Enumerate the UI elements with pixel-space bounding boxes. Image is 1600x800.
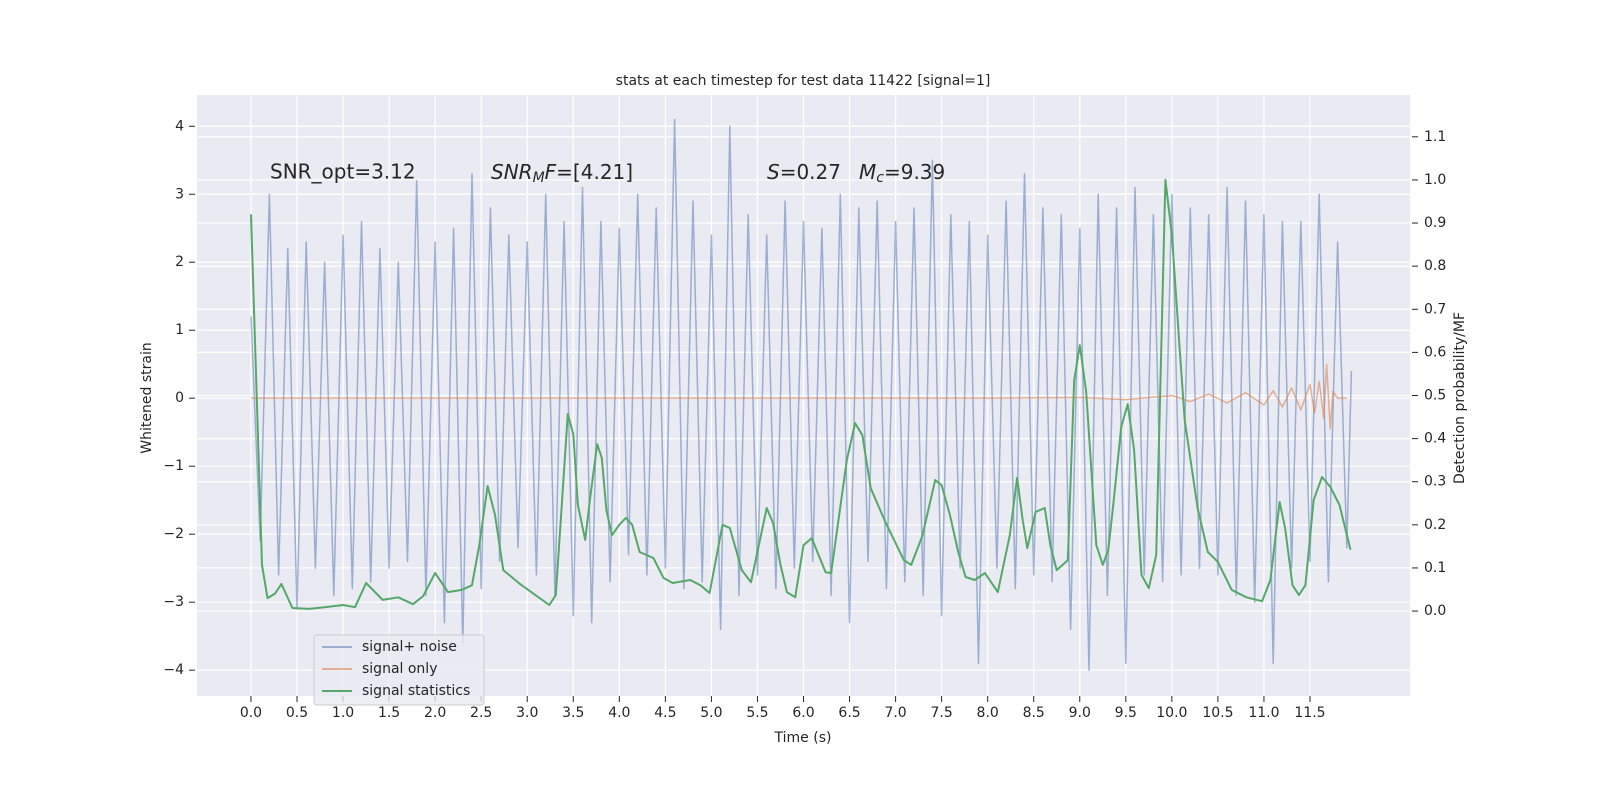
x-tick-label: 7.5 [931, 705, 953, 721]
y2-tick-label: 0.7 [1424, 301, 1446, 317]
x-tick-label: 6.0 [792, 705, 814, 721]
legend-label: signal statistics [362, 683, 470, 699]
x-tick-label: 6.5 [838, 705, 860, 721]
marks [250, 118, 1353, 671]
annotation-part: SNR [491, 160, 533, 184]
y-tick-label: 4 [175, 118, 184, 134]
annotation-part: c [876, 170, 884, 186]
legend-label: signal+ noise [362, 639, 457, 655]
x-tick-label: 1.5 [378, 705, 400, 721]
series-line [251, 363, 1347, 430]
series-line [250, 178, 1352, 610]
y-axis-label: Whitened strain [139, 342, 155, 453]
x-tick-label: 5.5 [746, 705, 768, 721]
x-tick-label: 9.0 [1069, 705, 1091, 721]
y-tick-label: −2 [163, 526, 184, 542]
y-tick-label: −1 [163, 458, 184, 474]
labels: 0.0 0.5 1.0 1.5 2.0 2.5 3.0 3.5 4.0 4.5 5.0 5.5 6.0 6… [163, 118, 1446, 721]
x-tick-label: 1.0 [332, 705, 354, 721]
annotation: SNRMF=[4.21] [491, 160, 633, 187]
y-tick-label: 2 [175, 254, 184, 270]
annotation-part: =[4.21] [556, 160, 633, 184]
y-tick-label: 0 [175, 390, 184, 406]
x-tick-label: 9.5 [1115, 705, 1137, 721]
x-tick-label: 8.5 [1023, 705, 1045, 721]
annotation: Mc=9.39 [859, 160, 945, 187]
y2-tick-label: 0.9 [1424, 215, 1446, 231]
x-tick-label: 11.0 [1248, 705, 1279, 721]
y2-tick-label: 0.8 [1424, 258, 1446, 274]
y2-tick-label: 0.6 [1424, 344, 1446, 360]
annotation-part: S [767, 160, 780, 184]
annotation-part: M [859, 160, 876, 184]
y2-tick-label: 0.2 [1424, 517, 1446, 533]
x-tick-label: 0.0 [240, 705, 262, 721]
y2-tick-label: 1.1 [1424, 129, 1446, 145]
annotation-part: =9.39 [884, 160, 945, 184]
legend-box [313, 634, 485, 706]
y-tick-label: 1 [175, 322, 184, 338]
annotation-part: M [533, 170, 545, 186]
y2-tick-label: 0.3 [1424, 474, 1446, 490]
x-tick-label: 10.5 [1202, 705, 1233, 721]
y2-tick-label: 1.0 [1424, 172, 1446, 188]
x-tick-label: 4.5 [654, 705, 676, 721]
x-tick-label: 11.5 [1294, 705, 1325, 721]
x-tick-label: 5.0 [700, 705, 722, 721]
y2-tick-label: 0.4 [1424, 431, 1446, 447]
annotation-part: F [545, 160, 557, 184]
x-tick-label: 2.0 [424, 705, 446, 721]
x-tick-label: 7.0 [884, 705, 906, 721]
series-line [250, 118, 1353, 671]
x-tick-label: 8.0 [977, 705, 999, 721]
annotation: S=0.27 [767, 160, 841, 184]
y2-axis-label: Detection probability/MF [1452, 312, 1468, 484]
x-tick-label: 4.0 [608, 705, 630, 721]
legend: signal+ noise signal only signal statistic… [313, 634, 485, 706]
y-tick-label: −4 [163, 662, 184, 678]
x-axis-label: Time (s) [774, 730, 832, 746]
x-tick-label: 0.5 [286, 705, 308, 721]
annotation: SNR_opt=3.12 [270, 160, 416, 184]
annotation-part: =0.27 [780, 160, 841, 184]
legend-label: signal only [362, 661, 437, 677]
x-tick-label: 3.5 [562, 705, 584, 721]
y2-tick-label: 0.5 [1424, 388, 1446, 404]
x-tick-label: 10.0 [1156, 705, 1187, 721]
y2-tick-label: 0.1 [1424, 560, 1446, 576]
y-tick-label: 3 [175, 186, 184, 202]
y-tick-label: −3 [163, 594, 184, 610]
chart-title: stats at each timestep for test data 114… [616, 73, 991, 89]
y2-tick-label: 0.0 [1424, 603, 1446, 619]
x-tick-label: 3.0 [516, 705, 538, 721]
x-tick-label: 2.5 [470, 705, 492, 721]
